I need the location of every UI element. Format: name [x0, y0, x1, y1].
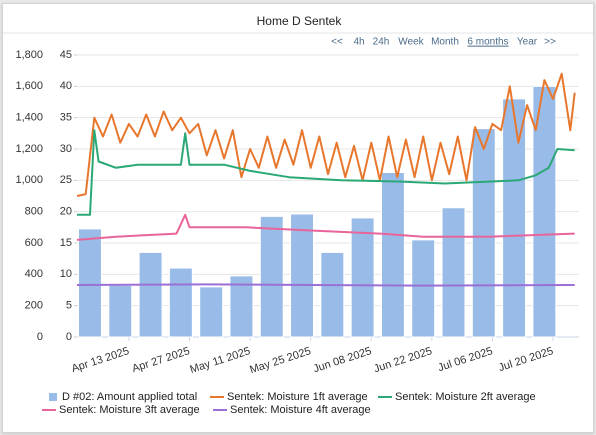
x-tick-label: Apr 27 2025 — [131, 345, 192, 375]
line-series — [77, 129, 575, 216]
y2-tick-label: 30 — [60, 143, 72, 155]
legend-label[interactable]: D #02: Amount applied total — [62, 391, 197, 403]
chart-title: Home D Sentek — [257, 14, 343, 28]
y-tick-label: 600 — [25, 237, 43, 249]
y2-tick-label: 0 — [66, 331, 72, 343]
y2-tick-label: 15 — [60, 237, 72, 249]
bar — [320, 251, 345, 338]
y-tick-label: 800 — [25, 206, 43, 218]
bar — [259, 215, 284, 338]
x-tick-label: May 25 2025 — [248, 345, 312, 376]
bar — [502, 98, 527, 338]
range-button[interactable]: Month — [431, 37, 459, 48]
y2-tick-label: 25 — [60, 174, 72, 186]
bar — [108, 284, 133, 338]
legend-label[interactable]: Sentek: Moisture 2ft average — [395, 391, 536, 403]
range-button[interactable]: 6 months — [467, 37, 508, 48]
line-series — [76, 213, 575, 241]
range-button[interactable]: 24h — [373, 37, 390, 48]
chart-card: Home D Sentek << 4h 24h Week Month 6 months Ye… — [2, 3, 594, 433]
y-tick-label: 1,200 — [15, 143, 43, 155]
bar — [411, 239, 436, 338]
y2-tick-label: 5 — [66, 300, 72, 312]
bar — [471, 128, 496, 338]
y-tick-label: 200 — [25, 300, 43, 312]
x-tick-label: May 11 2025 — [188, 345, 251, 376]
legend-label[interactable]: Sentek: Moisture 3ft average — [59, 404, 200, 416]
bar — [350, 217, 375, 338]
bar — [168, 267, 193, 338]
y2-tick-label: 20 — [60, 206, 72, 218]
x-tick-label: Jul 20 2025 — [497, 345, 555, 374]
range-button[interactable]: >> — [544, 37, 556, 48]
x-tick-label: Jun 08 2025 — [312, 345, 373, 375]
x-tick-label: Apr 13 2025 — [70, 345, 131, 375]
bar — [138, 251, 163, 338]
bar — [290, 213, 315, 338]
x-tick-label: Jun 22 2025 — [372, 345, 433, 375]
bar — [199, 286, 224, 338]
bar — [78, 228, 102, 338]
chart: Home D Sentek << 4h 24h Week Month 6 months Ye… — [3, 14, 593, 416]
y2-tick-label: 45 — [60, 49, 72, 61]
legend-label[interactable]: Sentek: Moisture 1ft average — [227, 391, 368, 403]
y-tick-label: 1,000 — [15, 174, 43, 186]
y-tick-label: 0 — [37, 331, 43, 343]
bar — [441, 207, 466, 338]
y-tick-label: 1,600 — [15, 80, 43, 92]
range-button[interactable]: 4h — [353, 37, 364, 48]
y2-tick-label: 40 — [60, 80, 72, 92]
range-button[interactable]: Week — [398, 37, 424, 48]
y-tick-label: 1,800 — [15, 49, 43, 61]
legend-swatch — [49, 393, 57, 401]
line-series — [76, 283, 575, 287]
range-button[interactable]: << — [331, 37, 343, 48]
y2-tick-label: 35 — [60, 112, 72, 124]
bar — [229, 275, 254, 338]
bar — [380, 172, 405, 338]
y2-tick-label: 10 — [60, 268, 72, 280]
bar — [532, 85, 557, 338]
line-series — [76, 72, 576, 197]
y-tick-label: 400 — [25, 268, 43, 280]
legend-label[interactable]: Sentek: Moisture 4ft average — [230, 404, 371, 416]
range-button[interactable]: Year — [517, 37, 538, 48]
y-tick-label: 1,400 — [15, 112, 43, 124]
x-tick-label: Jul 06 2025 — [436, 345, 494, 374]
